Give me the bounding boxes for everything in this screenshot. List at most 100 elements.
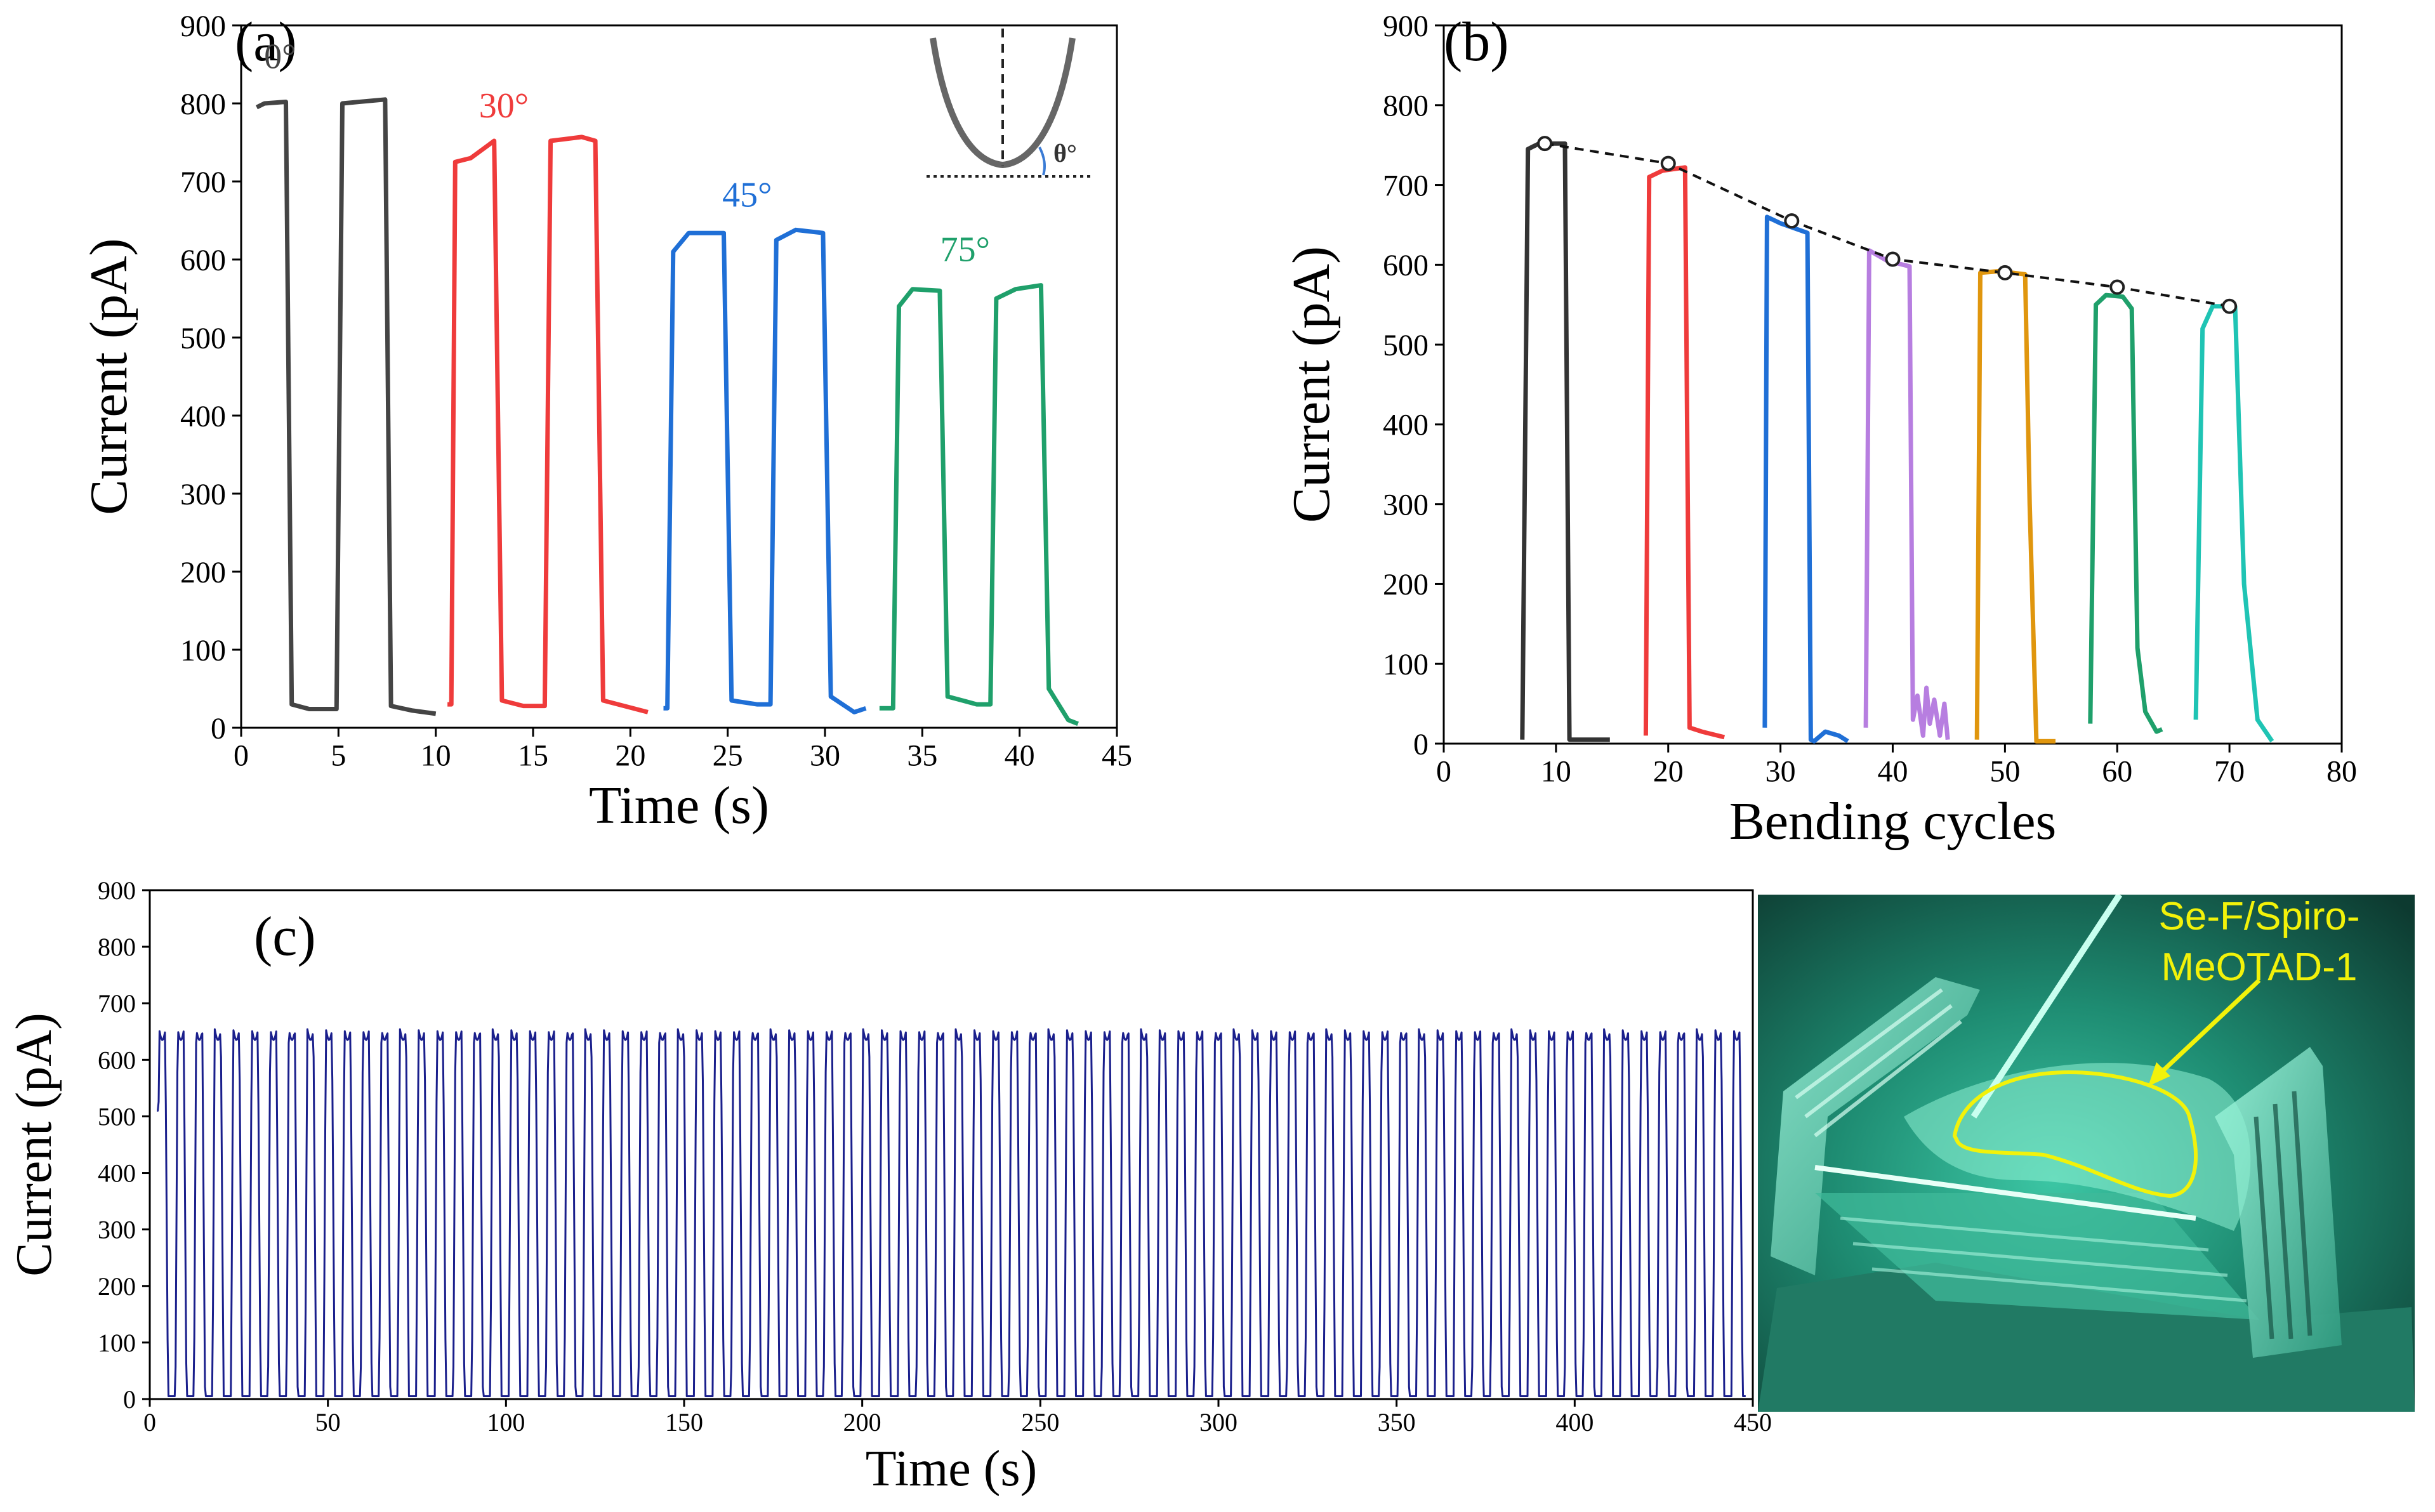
series-line-0 (255, 97, 437, 716)
x-tick-label: 30 (810, 739, 840, 773)
x-tick-label: 350 (1378, 1408, 1416, 1436)
inset-angle-label: θ° (1053, 139, 1077, 168)
x-tick-label: 200 (843, 1408, 881, 1436)
y-tick-label: 200 (98, 1272, 136, 1301)
y-tick-label: 200 (1383, 568, 1429, 602)
x-tick-label: 0 (1436, 755, 1451, 789)
inset-angle-arc (1038, 147, 1046, 176)
plot-frame (240, 24, 1118, 729)
x-tick-label: 400 (1555, 1408, 1594, 1436)
panel-label: (c) (254, 906, 316, 968)
trend-point (2109, 279, 2125, 295)
y-tick-label: 400 (98, 1159, 136, 1188)
x-tick-label: 35 (907, 739, 937, 773)
photo-label-line2: MeOTAD-1 (2161, 945, 2358, 989)
series-line-cyclic-response (157, 1028, 1746, 1397)
flexible-film (1904, 1063, 2251, 1231)
plot-frame (148, 889, 1754, 1400)
y-tick-label: 0 (211, 712, 226, 746)
y-tick-label: 600 (180, 244, 226, 277)
x-tick-label: 20 (1653, 755, 1684, 789)
x-tick-label: 20 (615, 739, 645, 773)
x-tick-label: 0 (234, 739, 249, 773)
y-tick-label: 300 (1383, 488, 1429, 522)
x-tick-label: 150 (665, 1408, 703, 1436)
series-line-30 (447, 135, 649, 714)
y-tick-label: 900 (98, 876, 136, 905)
y-tick-label: 900 (180, 10, 226, 43)
trend-point (1660, 155, 1676, 171)
y-tick-label: 500 (1383, 329, 1429, 362)
probe-needle (1970, 895, 2123, 1119)
x-tick-label: 40 (1878, 755, 1908, 789)
device-photo: Se-F/Spiro- MeOTAD-1 (1758, 895, 2415, 1412)
y-tick-label: 600 (1383, 249, 1429, 282)
x-axis-label: Time (s) (866, 1441, 1037, 1497)
panel-label: (b) (1444, 11, 1509, 73)
x-tick-label: 0 (143, 1408, 156, 1436)
series-label: 75° (940, 230, 990, 269)
x-tick-label: 100 (487, 1408, 525, 1436)
series-line-75 (879, 283, 1079, 726)
y-tick-label: 300 (180, 478, 226, 511)
y-tick-label: 300 (98, 1216, 136, 1244)
chart-panel-a: 0 5 10 15 20 25 30 35 40 45 0 100 200 300 400 500 600 700… (79, 10, 1132, 835)
device-outline (1952, 1070, 2198, 1199)
y-tick-label: 200 (180, 556, 226, 589)
panel-label: (a) (235, 11, 297, 73)
y-tick-label: 700 (1383, 169, 1429, 202)
x-tick-label: 15 (518, 739, 548, 773)
series-label: 0° (264, 37, 296, 77)
y-axis-label: Current (pA) (1282, 246, 1341, 523)
x-tick-label: 80 (2326, 755, 2357, 789)
y-axis-label: Current (pA) (6, 1013, 62, 1276)
y-tick-label: 500 (180, 322, 226, 355)
chart-panel-b: 0 10 20 30 40 50 60 70 8001002003004005006007008… (1282, 10, 2357, 851)
x-tick-label: 60 (2102, 755, 2132, 789)
series-line-10 (1520, 141, 1610, 742)
trend-point (1784, 213, 1800, 229)
series-line-20 (1643, 165, 1726, 740)
y-tick-label: 700 (98, 989, 136, 1018)
series-line-45 (663, 227, 867, 714)
y-tick-label: 900 (1383, 10, 1429, 43)
base-plate (1758, 1263, 2415, 1412)
x-tick-label: 250 (1021, 1408, 1059, 1436)
pointer-arrow-head (2148, 1062, 2170, 1086)
plot-frame (1442, 24, 2343, 745)
x-axis-label: Bending cycles (1729, 792, 2057, 851)
x-tick-label: 25 (713, 739, 743, 773)
y-tick-label: 100 (180, 634, 226, 667)
y-tick-label: 400 (1383, 409, 1429, 442)
chart-panel-c: 0 50 100 150 200 250 300 350 400 450 0 100 200 300 400… (6, 876, 1772, 1497)
pointer-arrow (2153, 978, 2261, 1081)
x-tick-label: 5 (331, 739, 346, 773)
right-bracket (2215, 1047, 2342, 1358)
probe-rod (1814, 1165, 2196, 1221)
series-line-60 (2088, 293, 2163, 734)
inset-bent-substrate (930, 37, 1076, 169)
y-tick-label: 400 (180, 400, 226, 433)
trend-point (2222, 298, 2238, 314)
y-axis-label: Current (pA) (79, 238, 138, 515)
y-tick-label: 500 (98, 1102, 136, 1131)
x-tick-label: 70 (2214, 755, 2245, 789)
y-tick-label: 100 (1383, 648, 1429, 681)
y-tick-label: 800 (98, 933, 136, 961)
y-tick-label: 800 (180, 88, 226, 121)
x-tick-label: 450 (1734, 1408, 1772, 1436)
series-line-40 (1863, 248, 1950, 740)
x-tick-label: 30 (1765, 755, 1796, 789)
trend-point (1537, 136, 1553, 152)
photo-label-line1: Se-F/Spiro- (2159, 895, 2360, 938)
x-tick-label: 50 (1990, 755, 2020, 789)
x-tick-label: 10 (1541, 755, 1571, 789)
y-tick-label: 100 (98, 1329, 136, 1357)
trend-point (1885, 251, 1901, 267)
x-tick-label: 10 (421, 739, 451, 773)
y-tick-label: 0 (123, 1385, 136, 1414)
x-tick-label: 300 (1199, 1408, 1237, 1436)
x-tick-label: 45 (1102, 739, 1132, 773)
y-tick-label: 700 (180, 166, 226, 199)
